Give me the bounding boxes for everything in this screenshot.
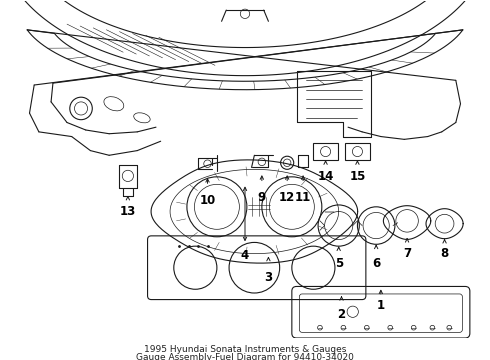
- Text: 1: 1: [377, 299, 385, 312]
- Text: 10: 10: [199, 194, 216, 207]
- Text: 13: 13: [120, 205, 136, 218]
- Text: 3: 3: [265, 271, 272, 284]
- Bar: [345, 143, 369, 160]
- Text: 4: 4: [241, 249, 249, 262]
- Text: 9: 9: [258, 191, 266, 204]
- Text: 14: 14: [318, 170, 334, 183]
- Text: 2: 2: [338, 308, 345, 321]
- Text: 11: 11: [295, 191, 311, 204]
- Text: Gauge Assembly-Fuel Diagram for 94410-34020: Gauge Assembly-Fuel Diagram for 94410-34…: [136, 353, 354, 360]
- Text: 1995 Hyundai Sonata Instruments & Gauges: 1995 Hyundai Sonata Instruments & Gauges: [144, 346, 346, 355]
- Text: 15: 15: [349, 170, 366, 183]
- Text: 12: 12: [279, 191, 295, 204]
- Text: 6: 6: [372, 257, 380, 270]
- Bar: [314, 143, 338, 160]
- Text: 5: 5: [335, 257, 343, 270]
- Text: 7: 7: [403, 247, 411, 260]
- Text: 8: 8: [441, 247, 449, 260]
